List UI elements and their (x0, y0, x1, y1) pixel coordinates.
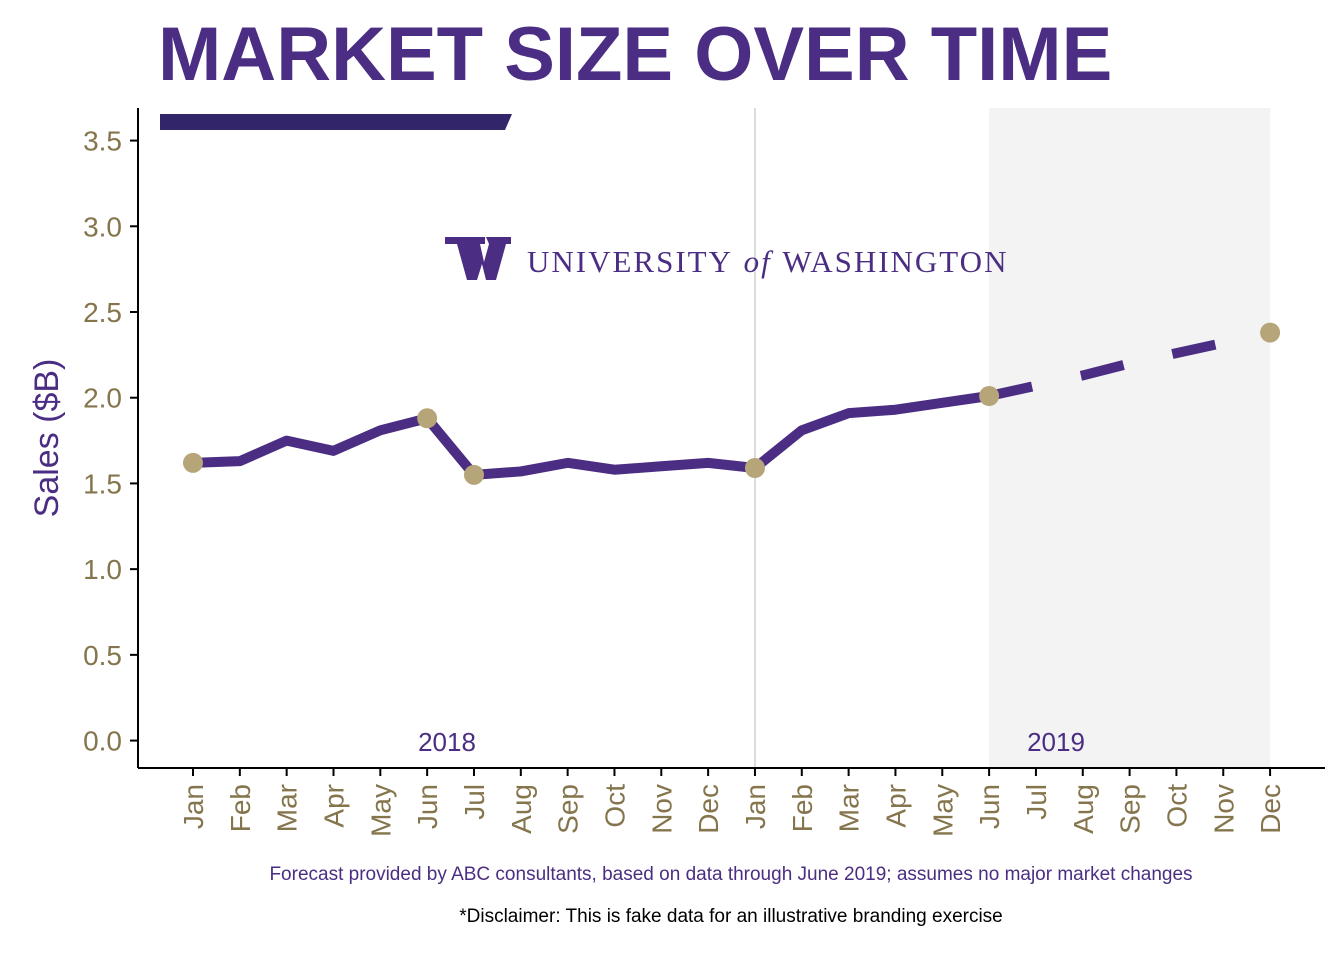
logo-mark (445, 237, 511, 280)
logo-text: UNIVERSITY of WASHINGTON (527, 244, 1008, 279)
logo-word: UNIVERSITY (527, 244, 733, 279)
x-tick-label: Aug (1068, 784, 1099, 834)
y-tick-label: 2.0 (83, 383, 122, 414)
point-marker (744, 458, 765, 478)
annotation: 2018 (418, 727, 476, 757)
x-tick-label: Feb (787, 784, 818, 832)
y-tick-label: 3.0 (83, 211, 122, 242)
x-tick-label: Mar (834, 784, 865, 832)
x-tick-label: Aug (506, 784, 537, 834)
line-series (192, 391, 990, 480)
disclaimer: *Disclaimer: This is fake data for an il… (459, 906, 1003, 927)
x-tick-label: Nov (646, 784, 677, 834)
x-tick-label: Jul (459, 784, 490, 820)
x-tick-label: Sep (1115, 784, 1146, 834)
y-axis-label: Sales ($B) (28, 359, 66, 518)
forecast-shade (989, 108, 1271, 768)
x-tick-label: Oct (599, 784, 630, 828)
title-bar (160, 114, 512, 130)
x-tick-label: Jan (740, 784, 771, 829)
annotation: 2019 (1027, 727, 1085, 757)
x-tick-label: Mar (272, 784, 303, 832)
y-tick-label: 0.0 (83, 726, 122, 757)
point-marker (1260, 322, 1281, 343)
y-tick-label: 1.0 (83, 554, 122, 585)
x-tick-label: May (365, 784, 396, 837)
y-tick-label: 3.5 (83, 126, 122, 157)
x-tick-label: Dec (1255, 784, 1286, 834)
x-tick-label: Feb (225, 784, 256, 832)
point-marker (463, 464, 484, 485)
logo-word: WASHINGTON (782, 244, 1008, 279)
y-tick-label: 0.5 (83, 640, 122, 671)
y-tick-label: 1.5 (83, 468, 122, 499)
x-tick-label: Apr (880, 784, 911, 828)
x-tick-label: Oct (1161, 784, 1192, 828)
point-marker (183, 452, 203, 473)
x-tick-label: Jul (1021, 784, 1052, 820)
chart-title: MARKET SIZE OVER TIME (158, 12, 1112, 97)
x-tick-label: Jun (974, 784, 1005, 829)
x-tick-label: May (927, 784, 958, 837)
x-tick-label: Dec (693, 784, 724, 834)
point-marker (417, 408, 438, 429)
caption: Forecast provided by ABC consultants, ba… (269, 864, 1192, 885)
x-tick-label: Jan (178, 784, 209, 829)
x-tick-label: Sep (553, 784, 584, 834)
x-tick-label: Nov (1208, 784, 1239, 834)
y-tick-label: 2.5 (83, 297, 122, 328)
x-tick-label: Jun (412, 784, 443, 829)
point-marker (979, 386, 1000, 406)
logo-word: of (744, 244, 775, 279)
plot-background (754, 108, 1271, 768)
x-tick-label: Apr (318, 784, 349, 828)
